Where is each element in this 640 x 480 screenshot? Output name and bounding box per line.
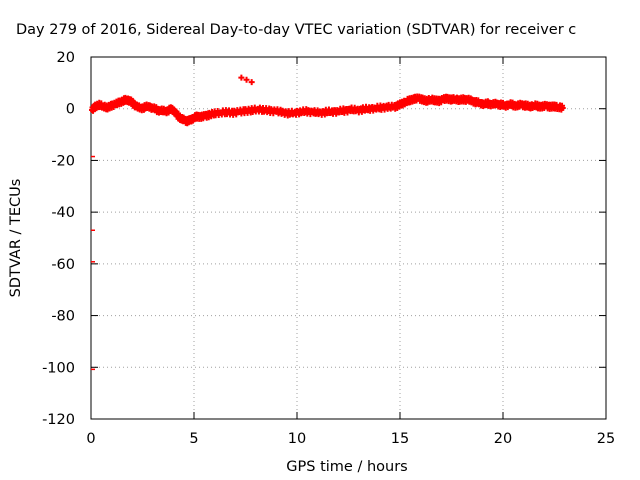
data-points	[89, 74, 566, 371]
x-tick-label: 5	[189, 431, 198, 447]
outlier-point	[243, 76, 250, 83]
y-tick-labels: -120 -100 -80 -60 -40 -20 0 20	[42, 50, 75, 428]
outlier-point	[248, 79, 255, 86]
x-tick-labels: 0 5 10 15 20 25	[86, 431, 615, 447]
x-tick-label: 0	[86, 431, 95, 447]
x-tick-label: 10	[288, 431, 306, 447]
chart-title: Day 279 of 2016, Sidereal Day-to-day VTE…	[16, 22, 576, 38]
y-tick-label: -60	[51, 257, 75, 273]
x-tick-label: 25	[597, 431, 615, 447]
y-tick-label: -100	[42, 360, 75, 376]
y-tick-label: -20	[51, 153, 75, 169]
y-axis-label: SDTVAR / TECUs	[8, 179, 24, 298]
y-tick-label: 0	[66, 102, 75, 118]
x-tick-label: 20	[494, 431, 512, 447]
y-tick-label: -80	[51, 309, 75, 325]
x-axis-label: GPS time / hours	[286, 459, 407, 475]
data-point	[559, 104, 566, 111]
x-tick-label: 15	[391, 431, 409, 447]
y-tick-label: -40	[51, 205, 75, 221]
y-tick-label: -120	[42, 412, 75, 428]
data-point	[344, 109, 351, 116]
y-tick-label: 20	[57, 50, 75, 66]
plot-frame	[90, 56, 607, 420]
outlier-point	[238, 74, 245, 81]
